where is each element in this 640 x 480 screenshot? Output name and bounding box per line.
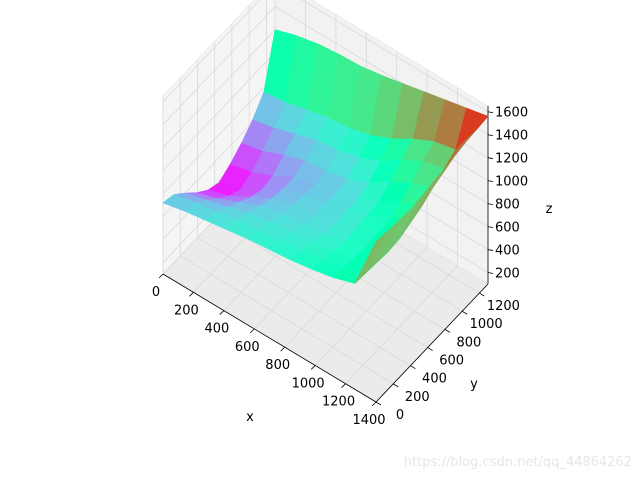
y-tick-label: 1200 [487, 299, 520, 314]
x-tick-label: 1200 [322, 395, 355, 410]
x-tick-label: 1400 [352, 413, 385, 428]
x-tick-label: 0 [152, 285, 160, 300]
x-tick-mark [341, 383, 346, 388]
y-tick-mark [479, 292, 485, 297]
z-tick-label: 1200 [495, 152, 528, 167]
x-tick-label: 200 [174, 303, 199, 318]
z-tick-label: 600 [495, 221, 520, 236]
x-tick-mark [310, 365, 316, 370]
z-tick-label: 1600 [495, 106, 528, 121]
y-tick-label: 600 [439, 354, 464, 369]
z-tick-label: 1000 [495, 175, 528, 190]
x-axis-label: x [246, 410, 254, 425]
y-tick-mark [461, 310, 468, 315]
y-tick-mark [375, 401, 382, 406]
y-tick-mark [444, 329, 451, 333]
y-gridline [197, 59, 411, 367]
z-gridline [162, 0, 489, 113]
y-tick-label: 1000 [470, 317, 503, 332]
x-tick-label: 1000 [292, 376, 325, 391]
x-tick-mark [250, 328, 255, 334]
z-tick-mark [487, 157, 494, 160]
z-tick-label: 1400 [495, 129, 528, 144]
watermark: https://blog.csdn.net/qq_44864262 [403, 455, 632, 470]
y-axis-line [375, 283, 489, 403]
z-tick-mark [487, 249, 494, 251]
y-tick-mark [427, 347, 433, 351]
x-axis-line [162, 273, 377, 403]
x-tick-mark [189, 292, 194, 297]
z-tick-mark [487, 180, 494, 183]
x-tick-mark [219, 310, 225, 315]
y-tick-mark [393, 383, 399, 388]
y-tick-label: 0 [396, 408, 404, 423]
z-tick-mark [487, 226, 494, 228]
y-tick-label: 800 [457, 335, 482, 350]
x-tick-label: 400 [204, 322, 229, 337]
y-tick-label: 200 [405, 390, 430, 405]
z-tick-mark [487, 111, 494, 114]
x-tick-label: 600 [235, 340, 260, 355]
y-tick-label: 400 [422, 372, 447, 387]
x-tick-mark [158, 273, 164, 279]
y-tick-mark [410, 365, 416, 370]
axes-edges [162, 106, 489, 403]
z-tick-label: 200 [495, 267, 520, 282]
z-tick-mark [487, 134, 494, 137]
z-tick-mark [487, 203, 494, 206]
z-tick-mark [487, 272, 494, 274]
x-tick-label: 800 [265, 358, 290, 373]
x-tick-mark [371, 401, 377, 407]
surface-facet [354, 231, 388, 284]
x-tick-mark [280, 346, 285, 352]
y-gridline [179, 77, 394, 385]
z-tick-label: 800 [495, 198, 520, 213]
y-axis-label: y [470, 377, 478, 392]
z-tick-label: 400 [495, 244, 520, 259]
z-axis-label: z [546, 202, 553, 217]
surface-mesh [162, 29, 489, 284]
